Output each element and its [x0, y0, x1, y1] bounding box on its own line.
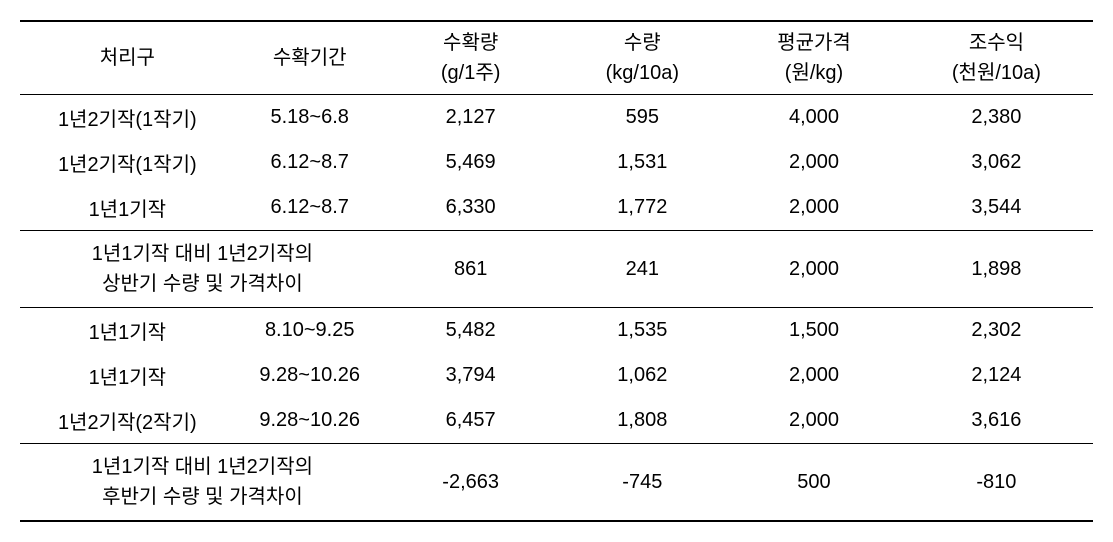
cell-yield: 5,469 — [385, 140, 557, 185]
cell-income: 3,062 — [900, 140, 1093, 185]
header-unit: (원/kg) — [732, 58, 896, 88]
cell-income: -810 — [900, 444, 1093, 522]
cell-quantity: 1,808 — [556, 398, 728, 444]
header-label: 수확량 — [389, 28, 553, 58]
cell-income: 2,380 — [900, 95, 1093, 141]
summary-label: 1년1기작 대비 1년2기작의 상반기 수량 및 가격차이 — [20, 231, 385, 308]
cell-price: 2,000 — [728, 398, 900, 444]
cell-period: 8.10~9.25 — [235, 308, 385, 354]
summary-label: 1년1기작 대비 1년2기작의 후반기 수량 및 가격차이 — [20, 444, 385, 522]
cell-period: 5.18~6.8 — [235, 95, 385, 141]
cell-quantity: -745 — [556, 444, 728, 522]
cell-price: 2,000 — [728, 140, 900, 185]
table-row: 1년2기작(1작기) 5.18~6.8 2,127 595 4,000 2,38… — [20, 95, 1093, 141]
cell-price: 4,000 — [728, 95, 900, 141]
cell-income: 2,302 — [900, 308, 1093, 354]
cell-treatment: 1년2기작(2작기) — [20, 398, 235, 444]
cell-quantity: 1,531 — [556, 140, 728, 185]
cell-treatment: 1년1기작 — [20, 353, 235, 398]
cell-quantity: 1,062 — [556, 353, 728, 398]
summary-label-line1: 1년1기작 대비 1년2기작의 — [24, 239, 381, 269]
cell-period: 6.12~8.7 — [235, 185, 385, 231]
cell-quantity: 241 — [556, 231, 728, 308]
header-unit: (kg/10a) — [560, 58, 724, 88]
cell-yield: -2,663 — [385, 444, 557, 522]
summary-row: 1년1기작 대비 1년2기작의 상반기 수량 및 가격차이 861 241 2,… — [20, 231, 1093, 308]
cell-yield: 861 — [385, 231, 557, 308]
cell-yield: 3,794 — [385, 353, 557, 398]
header-quantity: 수량 (kg/10a) — [556, 21, 728, 95]
table-row: 1년1기작 9.28~10.26 3,794 1,062 2,000 2,124 — [20, 353, 1093, 398]
header-label: 수량 — [560, 28, 724, 58]
cell-yield: 2,127 — [385, 95, 557, 141]
cell-quantity: 595 — [556, 95, 728, 141]
header-yield-amount: 수확량 (g/1주) — [385, 21, 557, 95]
cell-price: 2,000 — [728, 353, 900, 398]
summary-label-line1: 1년1기작 대비 1년2기작의 — [24, 452, 381, 482]
cell-treatment: 1년2기작(1작기) — [20, 95, 235, 141]
cell-price: 500 — [728, 444, 900, 522]
cell-income: 3,544 — [900, 185, 1093, 231]
cell-treatment: 1년1기작 — [20, 185, 235, 231]
table-row: 1년2기작(2작기) 9.28~10.26 6,457 1,808 2,000 … — [20, 398, 1093, 444]
cell-treatment: 1년2기작(1작기) — [20, 140, 235, 185]
summary-label-line2: 상반기 수량 및 가격차이 — [24, 269, 381, 299]
cell-quantity: 1,535 — [556, 308, 728, 354]
header-unit: (g/1주) — [389, 58, 553, 88]
cell-yield: 5,482 — [385, 308, 557, 354]
table-row: 1년1기작 6.12~8.7 6,330 1,772 2,000 3,544 — [20, 185, 1093, 231]
cell-treatment: 1년1기작 — [20, 308, 235, 354]
cell-yield: 6,457 — [385, 398, 557, 444]
cell-period: 9.28~10.26 — [235, 398, 385, 444]
data-table: 처리구 수확기간 수확량 (g/1주) 수량 (kg/10a) 평균가격 (원/… — [20, 20, 1093, 522]
cell-income: 1,898 — [900, 231, 1093, 308]
table-row: 1년1기작 8.10~9.25 5,482 1,535 1,500 2,302 — [20, 308, 1093, 354]
cell-price: 2,000 — [728, 185, 900, 231]
cell-price: 1,500 — [728, 308, 900, 354]
header-period: 수확기간 — [235, 21, 385, 95]
header-label: 평균가격 — [732, 28, 896, 58]
header-label: 수확기간 — [239, 43, 381, 73]
cell-yield: 6,330 — [385, 185, 557, 231]
cell-price: 2,000 — [728, 231, 900, 308]
summary-label-line2: 후반기 수량 및 가격차이 — [24, 482, 381, 512]
header-treatment: 처리구 — [20, 21, 235, 95]
table-header-row: 처리구 수확기간 수확량 (g/1주) 수량 (kg/10a) 평균가격 (원/… — [20, 21, 1093, 95]
header-label: 처리구 — [24, 43, 231, 73]
summary-row: 1년1기작 대비 1년2기작의 후반기 수량 및 가격차이 -2,663 -74… — [20, 444, 1093, 522]
header-unit: (천원/10a) — [904, 58, 1089, 88]
table-row: 1년2기작(1작기) 6.12~8.7 5,469 1,531 2,000 3,… — [20, 140, 1093, 185]
cell-quantity: 1,772 — [556, 185, 728, 231]
header-avg-price: 평균가격 (원/kg) — [728, 21, 900, 95]
cell-period: 6.12~8.7 — [235, 140, 385, 185]
cell-income: 3,616 — [900, 398, 1093, 444]
cell-period: 9.28~10.26 — [235, 353, 385, 398]
header-gross-income: 조수익 (천원/10a) — [900, 21, 1093, 95]
cell-income: 2,124 — [900, 353, 1093, 398]
header-label: 조수익 — [904, 28, 1089, 58]
